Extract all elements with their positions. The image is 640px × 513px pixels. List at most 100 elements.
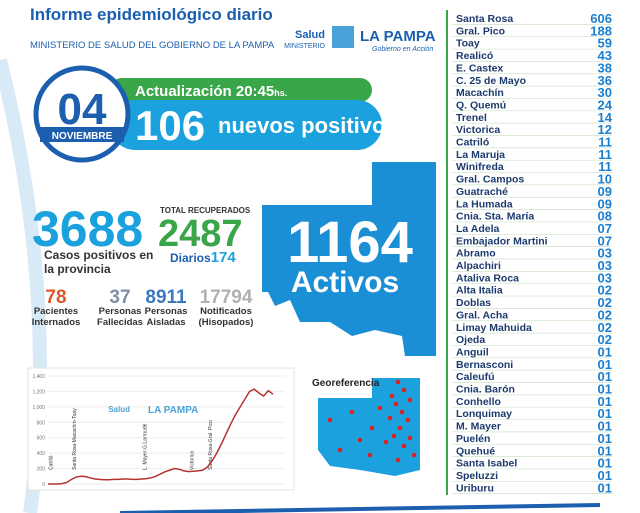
y-tick-label: 1,200 bbox=[32, 389, 45, 395]
locality-count: 36 bbox=[598, 73, 612, 88]
stat-value: 17794 bbox=[200, 287, 253, 308]
locality-name: E. Castex bbox=[456, 62, 503, 74]
locality-count: 24 bbox=[598, 97, 613, 112]
locality-count: 01 bbox=[598, 419, 612, 434]
stat-value: 37 bbox=[109, 287, 130, 308]
location-dot bbox=[377, 405, 383, 411]
trend-line bbox=[48, 388, 274, 485]
logo-ministerio: MINISTERIO bbox=[284, 43, 325, 50]
update-pill bbox=[110, 78, 372, 102]
logo-salud: Salud bbox=[295, 29, 325, 41]
new-pill bbox=[110, 100, 382, 150]
location-dot bbox=[387, 415, 393, 421]
locality-name: Macachín bbox=[456, 87, 504, 99]
update-time: Actualización 20:45 bbox=[135, 83, 274, 100]
stat-value: 78 bbox=[45, 287, 66, 308]
locality-count: 188 bbox=[590, 23, 612, 38]
locality-name: Alta Italia bbox=[456, 285, 503, 297]
locality-name: Gral. Pico bbox=[456, 25, 505, 37]
locality-name: Limay Mahuida bbox=[456, 322, 532, 334]
location-dot bbox=[399, 409, 405, 415]
locality-count: 03 bbox=[598, 258, 612, 273]
locality-count: 11 bbox=[598, 159, 612, 174]
annotation: Santa Rosa-Gral. Pico bbox=[208, 420, 214, 470]
location-dot bbox=[349, 409, 355, 415]
locality-count: 38 bbox=[598, 60, 612, 75]
logo: Salud MINISTERIO LA PAMPA Gobierno en Ac… bbox=[284, 26, 436, 53]
title: Informe epidemiológico diario bbox=[30, 5, 273, 24]
location-dot bbox=[391, 433, 397, 439]
locality-name: Doblas bbox=[456, 297, 491, 309]
y-tick-label: 600 bbox=[37, 436, 46, 442]
locality-count: 01 bbox=[598, 431, 612, 446]
locality-count: 02 bbox=[598, 283, 612, 298]
update-unit: hs. bbox=[274, 88, 287, 98]
locality-count: 01 bbox=[598, 443, 612, 458]
locality-count: 43 bbox=[598, 48, 612, 63]
locality-name: Ataliva Roca bbox=[456, 272, 519, 284]
logo-mark bbox=[332, 26, 354, 48]
locality-count: 01 bbox=[598, 468, 612, 483]
locality-count: 01 bbox=[598, 394, 612, 409]
locality-count: 03 bbox=[598, 270, 612, 285]
new-count: 106 bbox=[135, 102, 205, 149]
stat-label: Notificados (Hisopados) bbox=[198, 306, 254, 328]
location-dot bbox=[337, 447, 343, 453]
update-label: Actualización 20:45hs. bbox=[135, 83, 287, 100]
locality-count: 07 bbox=[598, 221, 612, 236]
y-tick-label: 800 bbox=[37, 420, 46, 426]
locality-count: 02 bbox=[598, 332, 612, 347]
daily-value: 174 bbox=[211, 249, 237, 266]
locality-count: 02 bbox=[598, 307, 612, 322]
locality-name: Alpachiri bbox=[456, 260, 501, 272]
stat-value: 8911 bbox=[145, 287, 187, 308]
y-tick-label: 200 bbox=[37, 467, 46, 473]
locality-count: 09 bbox=[598, 184, 612, 199]
annotation: Catriló bbox=[49, 455, 55, 470]
locality-count: 01 bbox=[598, 357, 612, 372]
locality-count: 12 bbox=[598, 122, 612, 137]
location-dot bbox=[393, 401, 399, 407]
subtitle: MINISTERIO DE SALUD DEL GOBIERNO DE LA P… bbox=[30, 40, 275, 51]
date-month: NOVIEMBRE bbox=[52, 131, 113, 142]
location-dot bbox=[397, 425, 403, 431]
location-dot bbox=[395, 457, 401, 463]
stat-label: Pacientes Internados bbox=[31, 306, 81, 328]
locality-count: 30 bbox=[598, 85, 612, 100]
locality-name: Toay bbox=[456, 38, 480, 50]
location-dot bbox=[395, 379, 401, 385]
locality-count: 02 bbox=[598, 295, 612, 310]
locality-name: Embajador Martini bbox=[456, 235, 548, 247]
locality-count: 10 bbox=[598, 172, 612, 187]
chart-frame bbox=[27, 367, 295, 491]
locality-count: 08 bbox=[598, 209, 612, 224]
locality-count: 01 bbox=[598, 406, 612, 421]
stat-label-box: Personas Fallecidas bbox=[97, 306, 143, 328]
location-dot bbox=[407, 435, 413, 441]
annotation: L. Mayer-G.Larroudé bbox=[142, 423, 148, 470]
location-dot bbox=[411, 452, 417, 458]
locality-name: Anguil bbox=[456, 346, 489, 358]
locality-count: 11 bbox=[598, 135, 612, 150]
locality-name: La Adela bbox=[456, 223, 500, 235]
y-tick-label: 1,000 bbox=[32, 405, 45, 411]
cases-total: 3688 bbox=[32, 201, 143, 257]
locality-count: 02 bbox=[598, 320, 612, 335]
stat-label: Personas Aisladas bbox=[144, 306, 188, 328]
locality-name: Q. Quemú bbox=[456, 99, 506, 111]
locality-name: Trenel bbox=[456, 112, 487, 124]
y-tick-label: 400 bbox=[37, 451, 46, 457]
locality-name: La Humada bbox=[456, 198, 513, 210]
locality-name: Speluzzi bbox=[456, 470, 498, 482]
locality-count: 59 bbox=[598, 36, 612, 51]
location-dot bbox=[367, 452, 373, 458]
daily-label: Diarios174 bbox=[170, 249, 236, 266]
stat-label-box: Personas Aisladas bbox=[144, 306, 188, 328]
locality-name: Quehué bbox=[456, 445, 495, 457]
locality-count: 01 bbox=[598, 382, 612, 397]
location-dot bbox=[401, 443, 407, 449]
locality-name: Cnia. Sta. María bbox=[456, 211, 534, 223]
locality-name: Guatraché bbox=[456, 186, 508, 198]
cases-label-box: Casos positivos en la provincia bbox=[44, 248, 153, 276]
y-tick-label: 0 bbox=[42, 482, 45, 488]
